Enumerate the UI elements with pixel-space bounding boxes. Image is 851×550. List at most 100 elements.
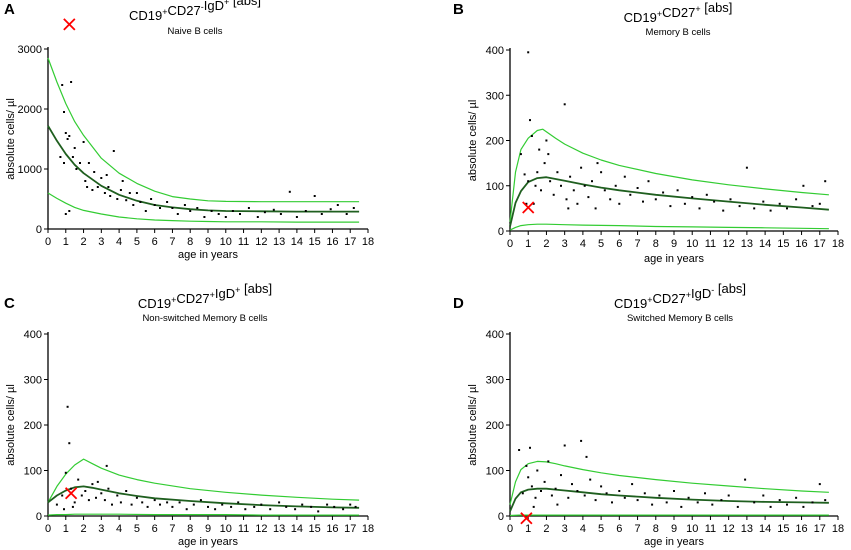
- data-point: [135, 496, 138, 499]
- data-point: [534, 496, 537, 499]
- data-point: [722, 209, 725, 212]
- x-tick-label: 9: [671, 523, 677, 535]
- y-tick-label: 200: [486, 136, 504, 148]
- chart-subtitle: Naive B cells: [168, 26, 223, 37]
- data-point: [594, 499, 597, 502]
- x-tick-label: 7: [169, 236, 175, 248]
- chart-title: CD19+CD27+IgD+ [abs]: [138, 281, 272, 311]
- y-tick-label: 400: [24, 329, 42, 341]
- data-point: [263, 211, 266, 214]
- data-point: [698, 207, 701, 210]
- data-point: [623, 496, 626, 499]
- data-point: [795, 496, 798, 499]
- data-point: [518, 449, 521, 451]
- y-tick-label: 0: [36, 224, 42, 236]
- data-point: [82, 141, 85, 143]
- x-tick-label: 12: [255, 236, 267, 248]
- data-point: [237, 501, 240, 504]
- data-point: [244, 508, 247, 511]
- data-point: [128, 192, 131, 194]
- data-point: [572, 189, 575, 192]
- data-point: [294, 508, 297, 511]
- chart-subtitle: Switched Memory B cells: [627, 313, 733, 324]
- data-point: [304, 210, 307, 212]
- data-point: [96, 480, 99, 483]
- x-tick-label: 18: [362, 236, 374, 248]
- data-point: [576, 202, 579, 205]
- data-point: [91, 483, 94, 486]
- data-point: [571, 483, 573, 486]
- data-point: [64, 132, 67, 134]
- x-tick-label: 13: [741, 238, 753, 250]
- data-point: [523, 173, 526, 176]
- data-point: [71, 505, 74, 508]
- data-point: [260, 503, 263, 506]
- x-tick-label: 2: [543, 238, 549, 250]
- x-axis-label: age in years: [178, 536, 238, 548]
- y-tick-label: 0: [498, 511, 504, 523]
- data-point: [153, 499, 156, 502]
- y-tick-label: 200: [24, 420, 42, 432]
- data-point: [824, 180, 827, 183]
- data-point: [618, 490, 621, 492]
- data-point: [745, 166, 748, 169]
- data-point: [600, 171, 603, 174]
- data-point: [543, 480, 546, 483]
- data-point: [68, 210, 71, 212]
- data-point: [547, 153, 550, 156]
- data-point: [224, 216, 227, 218]
- data-point: [569, 175, 572, 178]
- data-point: [199, 499, 202, 502]
- data-point: [217, 213, 220, 215]
- data-point: [786, 503, 788, 506]
- data-point: [802, 505, 805, 508]
- x-tick-label: 7: [634, 238, 640, 250]
- data-point: [600, 485, 603, 488]
- data-point: [643, 492, 646, 495]
- data-point: [310, 505, 313, 508]
- panel-letter: A: [4, 1, 15, 18]
- data-point: [121, 180, 124, 182]
- data-point: [556, 503, 559, 506]
- data-point: [256, 216, 259, 218]
- x-tick-label: 6: [616, 238, 622, 250]
- data-point: [556, 171, 559, 174]
- data-point: [683, 202, 686, 205]
- data-point: [720, 499, 723, 502]
- data-point: [192, 503, 195, 506]
- data-point: [614, 184, 617, 187]
- data-point: [354, 505, 357, 508]
- data-point: [609, 198, 612, 201]
- y-tick-label: 300: [486, 375, 504, 387]
- data-point: [103, 499, 106, 502]
- data-point: [70, 81, 73, 83]
- data-point: [132, 204, 135, 206]
- data-point: [611, 501, 613, 504]
- x-tick-label: 15: [777, 523, 789, 535]
- data-point: [786, 207, 788, 210]
- x-tick-label: 10: [220, 236, 232, 248]
- data-point: [589, 478, 592, 481]
- data-point: [221, 503, 224, 506]
- data-point: [753, 501, 756, 504]
- data-point: [116, 494, 119, 497]
- y-tick-label: 400: [486, 45, 504, 57]
- data-point: [176, 213, 179, 215]
- data-point: [130, 503, 133, 506]
- data-point: [100, 177, 103, 179]
- y-axis-label: absolute cells/ µl: [467, 384, 479, 466]
- x-tick-label: 14: [291, 523, 303, 535]
- data-point: [185, 508, 188, 511]
- panel-letter: C: [4, 295, 15, 312]
- x-tick-label: 13: [273, 236, 285, 248]
- y-tick-label: 300: [486, 90, 504, 102]
- x-tick-label: 18: [832, 523, 844, 535]
- data-point: [818, 483, 821, 486]
- marker-stroke: [64, 487, 78, 500]
- chart-title: CD19+CD27+ [abs]: [624, 0, 733, 25]
- data-point: [125, 199, 128, 202]
- x-tick-label: 5: [134, 523, 140, 535]
- data-point: [326, 503, 329, 506]
- data-point: [119, 501, 122, 504]
